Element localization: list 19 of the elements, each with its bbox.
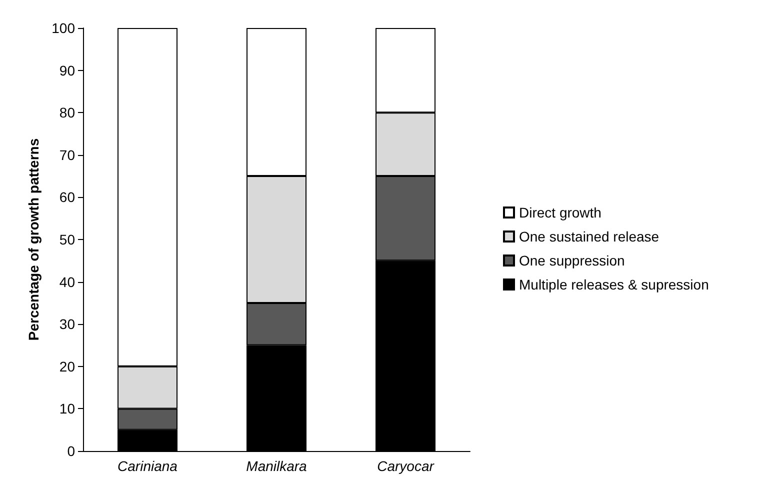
y-tick-label: 10 (59, 400, 76, 417)
y-tick-label: 40 (59, 274, 76, 290)
legend-label: Direct growth (519, 204, 602, 220)
y-tick-label: 30 (59, 316, 76, 332)
y-tick-label: 0 (67, 443, 76, 459)
y-tick-label: 70 (59, 146, 76, 163)
legend-label: Multiple releases & supression (519, 276, 709, 292)
y-axis-title: Percentage of growth patterns (26, 138, 42, 341)
legend-label: One suppression (519, 252, 625, 268)
x-tick-label: Cariniana (118, 458, 178, 474)
y-tick-label: 90 (59, 62, 76, 78)
y-tick-label: 20 (59, 358, 76, 374)
y-tick-label: 50 (59, 232, 76, 248)
y-tick-label: 80 (59, 104, 76, 121)
x-tick-label: Manilkara (246, 458, 308, 474)
x-tick-label: Caryocar (377, 458, 436, 474)
y-tick-label: 60 (59, 189, 76, 206)
y-tick-label: 100 (52, 20, 76, 36)
legend-label: One sustained release (519, 228, 660, 244)
